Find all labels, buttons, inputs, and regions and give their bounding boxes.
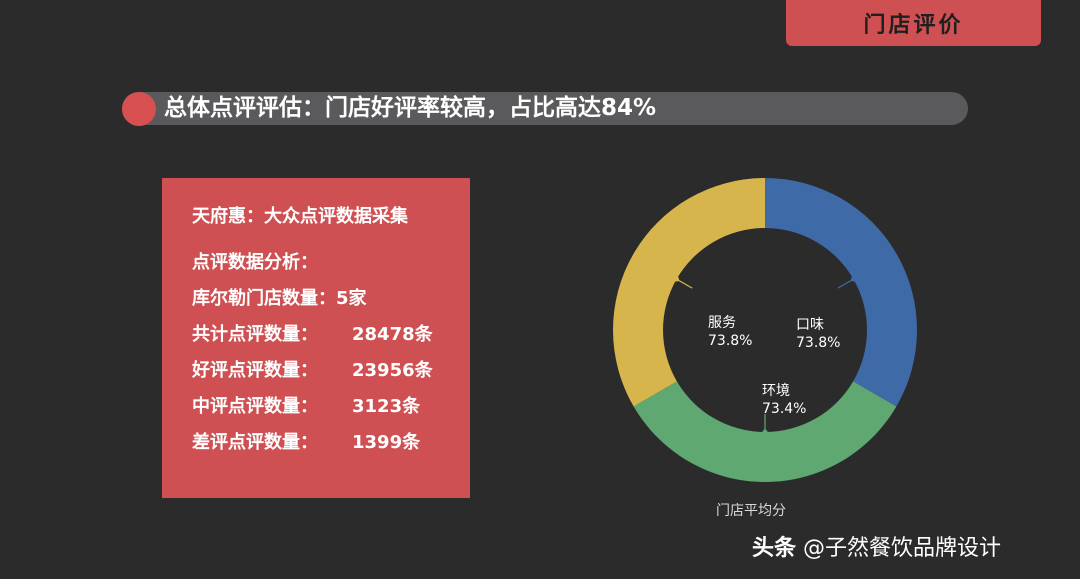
leader-dot [674, 276, 680, 282]
stat-value: 5家 [336, 288, 367, 309]
section-tab: 门店评价 [786, 0, 1041, 46]
leader-dot [762, 429, 768, 435]
stat-value: 1399条 [352, 432, 421, 453]
slice-service [613, 178, 765, 407]
slice-name: 环境 [762, 383, 790, 399]
headline-title: 总体点评评估：门店好评率较高，占比高达84% [164, 95, 657, 121]
leader-dot [850, 276, 856, 282]
card-subtitle: 点评数据分析： [192, 252, 318, 273]
watermark-brand: 头条 [752, 536, 797, 561]
stat-value: 3123条 [352, 396, 421, 417]
slice-environment [633, 381, 897, 483]
stat-label: 共计点评数量： [192, 324, 318, 345]
leader-line [837, 278, 854, 289]
headline-bar [122, 92, 968, 125]
slice-label-taste: 口味 73.8% [796, 316, 840, 352]
stat-label: 中评点评数量： [192, 396, 318, 417]
review-stats-card: 天府惠：大众点评数据采集 点评数据分析： 库尔勒门店数量：5家 共计点评数量： 2… [162, 178, 470, 498]
leader-line [676, 278, 693, 289]
watermark-handle: @子然餐饮品牌设计 [803, 536, 1002, 561]
chart-title: 门店平均分 [716, 503, 786, 519]
store-score-donut-chart [613, 178, 917, 483]
slice-label-service: 服务 73.8% [708, 314, 752, 350]
slice-value: 73.8% [708, 333, 753, 349]
stat-row-total-reviews: 共计点评数量： 28478条 [192, 320, 433, 346]
card-title: 天府惠：大众点评数据采集 [192, 206, 408, 227]
stat-row-neutral-reviews: 中评点评数量： 3123条 [192, 392, 420, 418]
stat-label: 库尔勒门店数量： [192, 288, 336, 309]
slice-value: 73.8% [796, 335, 841, 351]
watermark: 头条 @子然餐饮品牌设计 [752, 530, 1001, 562]
stat-row-store-count: 库尔勒门店数量：5家 [192, 284, 367, 310]
stat-value: 23956条 [352, 360, 433, 381]
slice-name: 口味 [796, 317, 824, 333]
stat-row-positive-reviews: 好评点评数量： 23956条 [192, 356, 433, 382]
stat-value: 28478条 [352, 324, 433, 345]
slice-label-environment: 环境 73.4% [762, 382, 806, 418]
stat-row-negative-reviews: 差评点评数量： 1399条 [192, 428, 420, 454]
headline-bullet-icon [122, 92, 156, 126]
stat-label: 差评点评数量： [192, 432, 318, 453]
stat-label: 好评点评数量： [192, 360, 318, 381]
slice-name: 服务 [708, 315, 736, 331]
slice-taste [765, 178, 917, 407]
slice-value: 73.4% [762, 401, 807, 417]
